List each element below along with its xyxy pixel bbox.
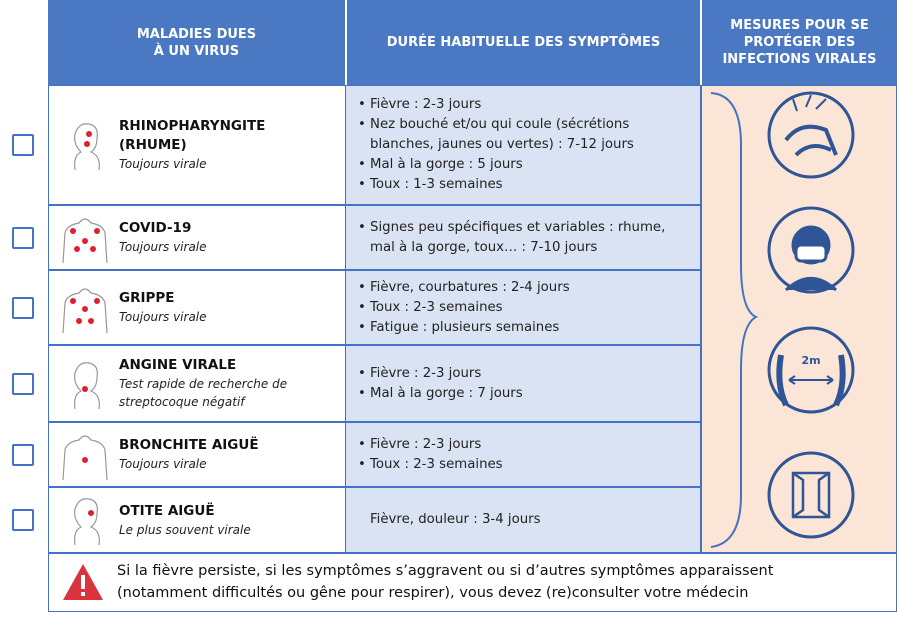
disease-text: GRIPPE Toujours virale xyxy=(119,271,339,344)
symptoms-cell: Fièvre : 2-3 joursNez bouché et/ou qui c… xyxy=(345,85,701,205)
header-text: À UN VIRUS xyxy=(153,43,240,59)
disease-note: Toujours virale xyxy=(119,310,207,324)
symptom-list: Fièvre : 2-3 joursMal à la gorge : 7 jou… xyxy=(358,364,690,404)
disease-note: Toujours virale xyxy=(119,457,207,471)
checkbox[interactable] xyxy=(12,296,34,319)
checkbox[interactable] xyxy=(12,509,34,531)
footer: Si la fièvre persiste, si les symptômes … xyxy=(48,553,897,612)
disease-text: BRONCHITE AIGUË Toujours virale xyxy=(119,423,339,486)
symptoms-cell: Fièvre, douleur : 3-4 jours xyxy=(345,487,701,553)
disease-name: ANGINE VIRALE xyxy=(119,357,237,373)
symptom-list: Signes peu spécifiques et variables : rh… xyxy=(358,218,690,258)
disease-cell: BRONCHITE AIGUË Toujours virale xyxy=(48,422,346,487)
disease-text: COVID-19 Toujours virale xyxy=(119,206,339,269)
symptom: Mal à la gorge : 7 jours xyxy=(358,384,690,404)
body-icon xyxy=(74,498,100,546)
header-text: MESURES POUR SE xyxy=(730,18,869,33)
symptom: Nez bouché et/ou qui coule (sécrétions b… xyxy=(358,115,690,155)
symptom: Mal à la gorge : 5 jours xyxy=(358,155,690,175)
disease-name: GRIPPE xyxy=(119,290,175,306)
icon-distance xyxy=(767,326,855,414)
header-text: DURÉE HABITUELLE DES SYMPTÔMES xyxy=(386,35,661,50)
checkbox[interactable] xyxy=(12,226,34,249)
brace xyxy=(710,92,759,548)
disease-cell: ANGINE VIRALE Test rapide de recherche de… xyxy=(48,345,346,422)
body-icon xyxy=(74,361,100,409)
disease-note: Test rapide de recherche de streptocoque… xyxy=(119,377,288,409)
torso-icon xyxy=(62,287,108,333)
symptom: Toux : 2-3 semaines xyxy=(358,455,690,475)
measures-icons: 2m xyxy=(710,91,855,548)
disease-name: OTITE AIGUË xyxy=(119,502,215,519)
symptom: Signes peu spécifiques et variables : rh… xyxy=(358,218,690,258)
disease-text: RHINOPHARYNGITE (RHUME) Toujours virale xyxy=(119,86,339,204)
symptom: Fatigue : plusieurs semaines xyxy=(358,318,690,338)
checkbox[interactable] xyxy=(12,372,34,395)
icon-wrap xyxy=(59,359,111,415)
symptom: Fièvre : 2-3 jours xyxy=(358,364,690,384)
symptoms-cell: Fièvre : 2-3 joursToux : 2-3 semaines xyxy=(345,422,701,487)
icon-wrap xyxy=(59,283,111,339)
torso-icon xyxy=(62,434,108,480)
distance-label: 2m xyxy=(801,354,820,367)
header-text: PROTÉGER DES xyxy=(743,35,856,50)
icon-wrap xyxy=(59,430,111,486)
symptom-list: Fièvre : 2-3 joursNez bouché et/ou qui c… xyxy=(358,95,690,195)
icons xyxy=(767,91,855,539)
checkbox[interactable] xyxy=(12,443,34,466)
symptom: Fièvre, courbatures : 2-4 jours xyxy=(358,278,690,298)
footer-line: (notamment difficultés ou gêne pour resp… xyxy=(117,585,749,601)
icon-hands xyxy=(767,91,855,179)
header-duration: DURÉE HABITUELLE DES SYMPTÔMES xyxy=(346,0,700,85)
icon-wrap xyxy=(59,495,111,551)
icon-wrap xyxy=(59,120,111,176)
symptom: Fièvre, douleur : 3-4 jours xyxy=(370,512,541,527)
symptom: Toux : 1-3 semaines xyxy=(358,175,690,195)
header-diseases: MALADIES DUES À UN VIRUS xyxy=(48,0,345,85)
icon-mask xyxy=(767,206,855,294)
disease-text: OTITE AIGUË Le plus souvent virale xyxy=(119,488,339,552)
disease-name: BRONCHITE AIGUË xyxy=(119,437,259,453)
disease-cell: GRIPPE Toujours virale xyxy=(48,270,346,345)
disease-cell: OTITE AIGUË Le plus souvent virale xyxy=(48,487,346,553)
footer-line: Si la fièvre persiste, si les symptômes … xyxy=(117,563,774,579)
header-text: MALADIES DUES xyxy=(136,26,257,42)
symptom: Fièvre : 2-3 jours xyxy=(358,95,690,115)
disease-text: ANGINE VIRALE Test rapide de recherche de… xyxy=(119,346,339,421)
disease-note: Toujours virale xyxy=(119,157,207,171)
symptom-list: Fièvre, courbatures : 2-4 joursToux : 2-… xyxy=(358,278,690,338)
checkbox[interactable] xyxy=(12,134,34,156)
icon-window xyxy=(767,451,855,539)
disease-cell: COVID-19 Toujours virale xyxy=(48,205,346,270)
measures-column xyxy=(701,85,897,553)
disease-name: COVID-19 xyxy=(119,220,192,236)
header-text: INFECTIONS VIRALES xyxy=(722,52,877,67)
symptom: Fièvre : 2-3 jours xyxy=(358,435,690,455)
symptom: Toux : 2-3 semaines xyxy=(358,298,690,318)
warning-icon xyxy=(63,564,103,600)
disease-name: RHINOPHARYNGITE (RHUME) xyxy=(119,118,266,153)
symptoms-cell: Fièvre, courbatures : 2-4 joursToux : 2-… xyxy=(345,270,701,345)
disease-cell: RHINOPHARYNGITE (RHUME) Toujours virale xyxy=(48,85,346,205)
footer-text: Si la fièvre persiste, si les symptômes … xyxy=(117,560,773,604)
symptoms-cell: Fièvre : 2-3 joursMal à la gorge : 7 jou… xyxy=(345,345,701,422)
icon-wrap xyxy=(59,213,111,269)
symptoms-cell: Signes peu spécifiques et variables : rh… xyxy=(345,205,701,270)
symptom-list: Fièvre : 2-3 joursToux : 2-3 semaines xyxy=(358,435,690,475)
torso-icon xyxy=(62,217,108,263)
disease-note: Le plus souvent virale xyxy=(119,522,251,537)
body-icon xyxy=(74,123,100,171)
disease-note: Toujours virale xyxy=(119,240,207,254)
header-measures: MESURES POUR SE PROTÉGER DES INFECTIONS … xyxy=(701,0,897,85)
